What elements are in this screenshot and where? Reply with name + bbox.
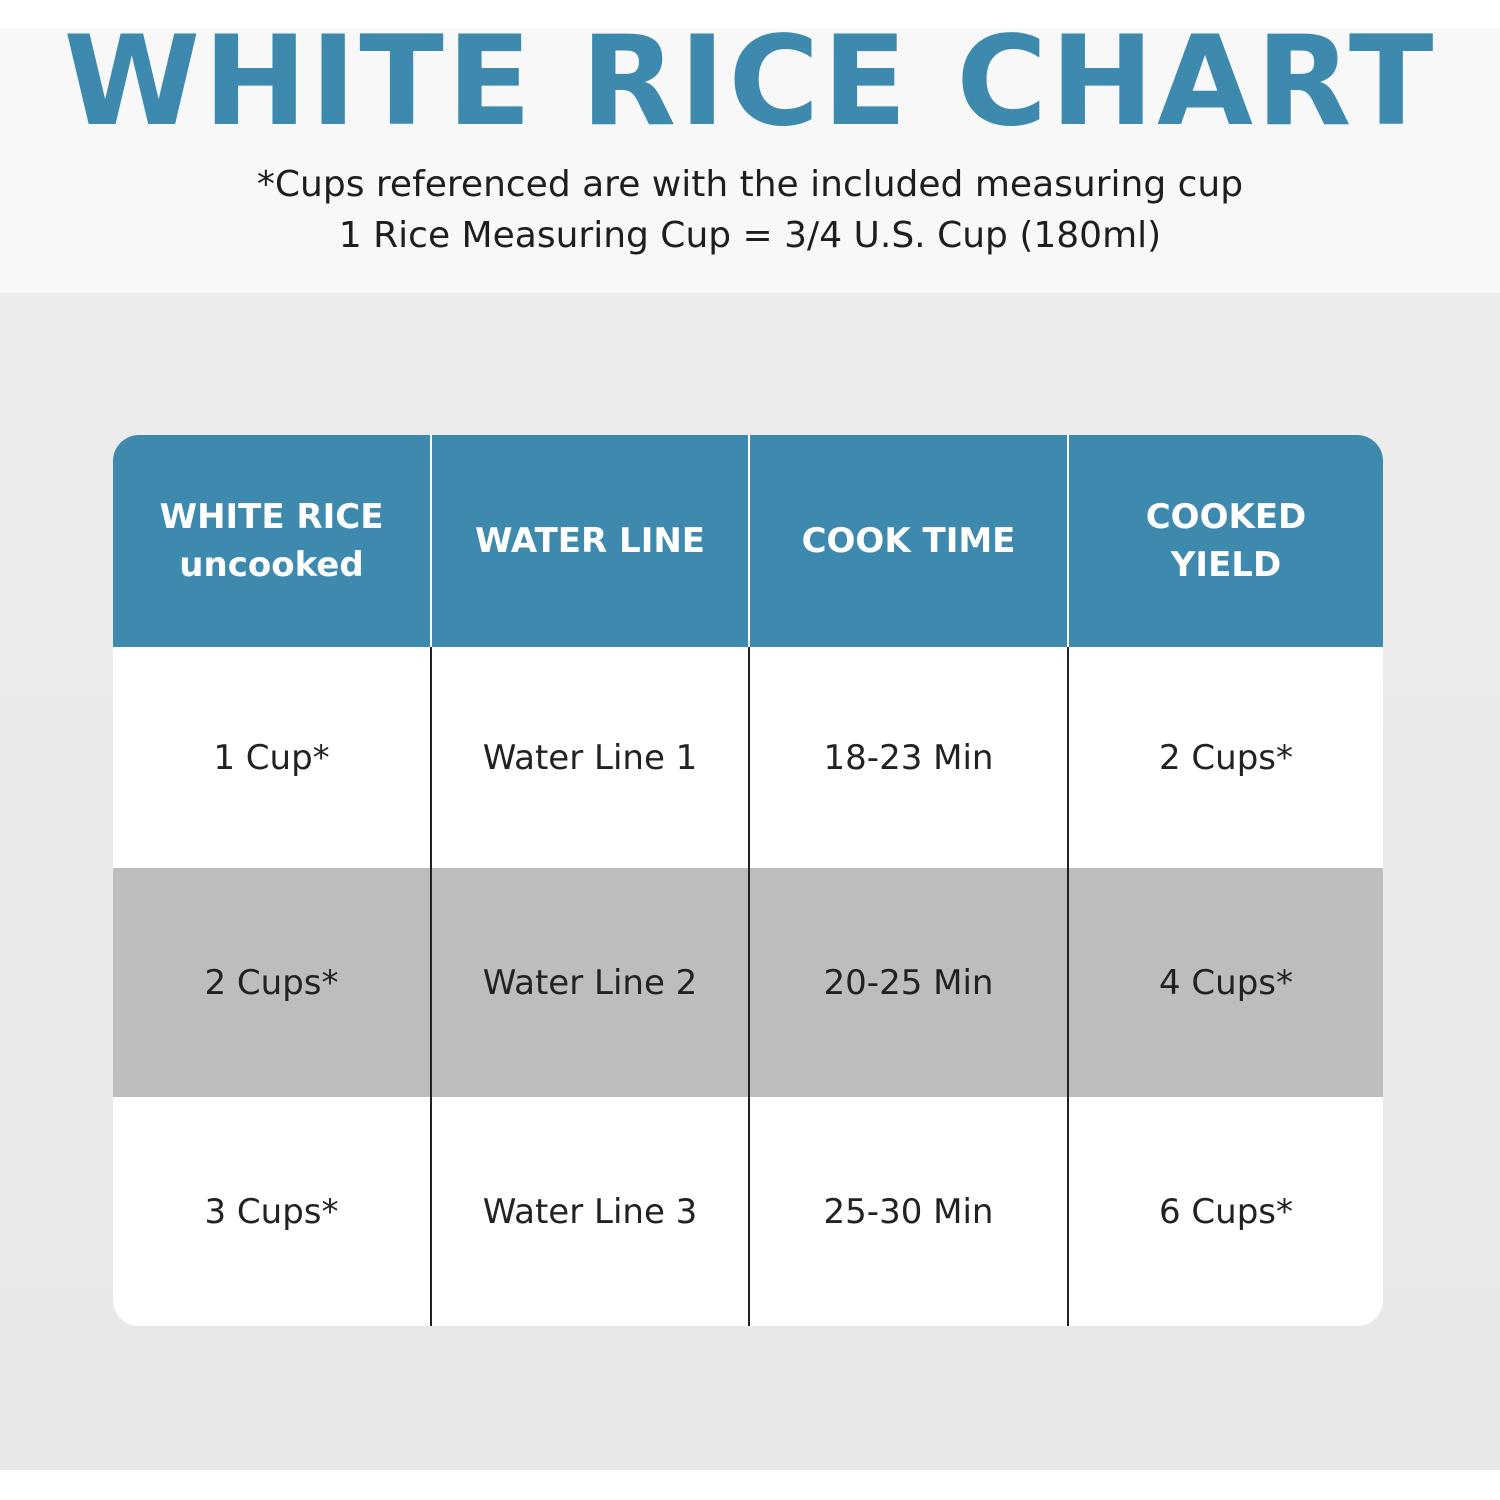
table-cell: Water Line 2 (430, 868, 748, 1097)
header-white-rice: WHITE RICE uncooked (113, 435, 430, 647)
table-row: 1 Cup* Water Line 1 18-23 Min 2 Cups* (113, 647, 1383, 868)
table-cell: 3 Cups* (204, 1191, 339, 1232)
table-cell: 25-30 Min (748, 1097, 1067, 1326)
page-title: WHITE RICE CHART (63, 10, 1437, 154)
table-cell: 18-23 Min (748, 647, 1067, 868)
header-panel (0, 28, 1500, 293)
table-cell: 20-25 Min (748, 868, 1067, 1097)
table-cell: 2 Cups* (204, 962, 339, 1003)
table-cell: 2 Cups* (1067, 647, 1383, 868)
subtitle-line-2: 1 Rice Measuring Cup = 3/4 U.S. Cup (180… (338, 215, 1162, 256)
table-row: 3 Cups* Water Line 3 25-30 Min 6 Cups* (113, 1097, 1383, 1326)
header-line: COOK TIME (801, 521, 1016, 561)
table-cell: Water Line 1 (430, 647, 748, 868)
subtitle-line-1: *Cups referenced are with the included m… (256, 164, 1244, 205)
table-row: 2 Cups* Water Line 2 20-25 Min 4 Cups* (113, 868, 1383, 1097)
header-line: COOKED (1145, 497, 1307, 537)
header-cook-time: COOK TIME (748, 435, 1067, 647)
table-cell: 4 Cups* (1067, 868, 1383, 1097)
header-line: uncooked (179, 545, 364, 585)
header-line: WATER LINE (474, 521, 706, 561)
header-line: YIELD (1170, 545, 1282, 585)
header-water-line: WATER LINE (430, 435, 748, 647)
table-cell: 1 Cup* (213, 737, 330, 778)
header-cooked-yield: COOKED YIELD (1067, 435, 1383, 647)
header-line: WHITE RICE (159, 497, 384, 537)
rice-table: WHITE RICE uncooked WATER LINE COOK TIME … (113, 435, 1383, 1326)
table-cell: 6 Cups* (1067, 1097, 1383, 1326)
table-header: WHITE RICE uncooked WATER LINE COOK TIME … (113, 435, 1383, 647)
table-cell: Water Line 3 (430, 1097, 748, 1326)
